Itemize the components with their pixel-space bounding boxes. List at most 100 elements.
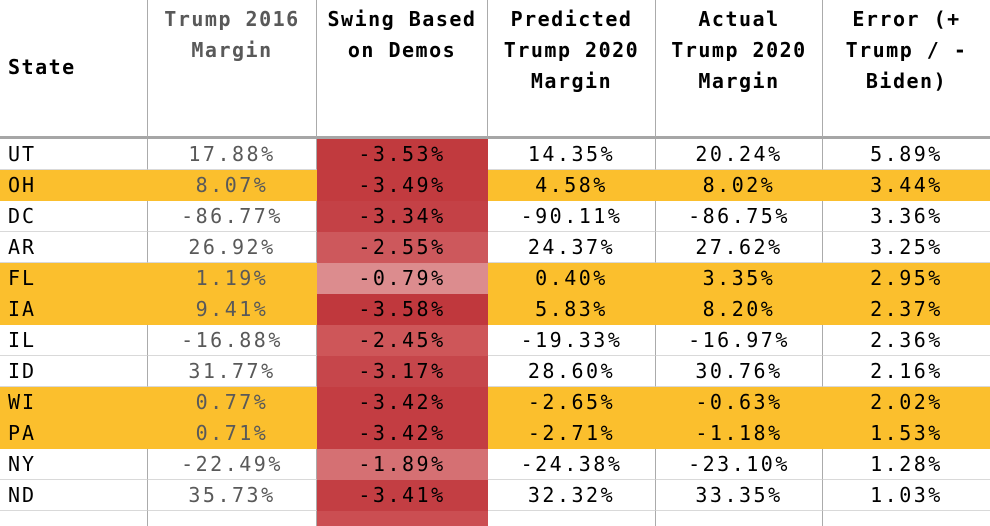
- cell-error: 5.89%: [823, 139, 990, 170]
- cell-predicted-trump-2020-margin: -24.38%: [488, 449, 656, 480]
- cell-error: 1.28%: [823, 449, 990, 480]
- partial-cell: [317, 511, 488, 526]
- partial-cell: [488, 511, 656, 526]
- cell-error: 3.44%: [823, 170, 990, 201]
- cell-swing-based-on-demos: -2.45%: [317, 325, 488, 356]
- partial-cell: [148, 511, 317, 526]
- table-row: OH 8.07% -3.49% 4.58% 8.02% 3.44%: [0, 170, 990, 201]
- cell-trump-2016-margin: 1.19%: [148, 263, 317, 294]
- cell-actual-trump-2020-margin: 3.35%: [656, 263, 823, 294]
- cell-trump-2016-margin: -86.77%: [148, 201, 317, 232]
- cell-trump-2016-margin: 26.92%: [148, 232, 317, 263]
- cell-predicted-trump-2020-margin: 32.32%: [488, 480, 656, 511]
- partial-row: [0, 511, 990, 526]
- cell-error: 2.16%: [823, 356, 990, 387]
- partial-cell: [0, 511, 148, 526]
- cell-trump-2016-margin: 8.07%: [148, 170, 317, 201]
- cell-error: 2.95%: [823, 263, 990, 294]
- cell-state: OH: [0, 170, 148, 201]
- cell-trump-2016-margin: 17.88%: [148, 139, 317, 170]
- partial-cell: [656, 511, 823, 526]
- cell-swing-based-on-demos: -1.89%: [317, 449, 488, 480]
- cell-predicted-trump-2020-margin: -2.71%: [488, 418, 656, 449]
- table-row: NY -22.49% -1.89% -24.38% -23.10% 1.28%: [0, 449, 990, 480]
- cell-state: UT: [0, 139, 148, 170]
- cell-state: NY: [0, 449, 148, 480]
- cell-trump-2016-margin: 31.77%: [148, 356, 317, 387]
- cell-swing-based-on-demos: -3.53%: [317, 139, 488, 170]
- cell-predicted-trump-2020-margin: -2.65%: [488, 387, 656, 418]
- table-row: IA 9.41% -3.58% 5.83% 8.20% 2.37%: [0, 294, 990, 325]
- cell-swing-based-on-demos: -3.17%: [317, 356, 488, 387]
- col-header-error: Error (+ Trump / - Biden): [823, 0, 990, 139]
- cell-swing-based-on-demos: -3.41%: [317, 480, 488, 511]
- cell-actual-trump-2020-margin: 27.62%: [656, 232, 823, 263]
- cell-state: FL: [0, 263, 148, 294]
- table-row: WI 0.77% -3.42% -2.65% -0.63% 2.02%: [0, 387, 990, 418]
- cell-state: ND: [0, 480, 148, 511]
- table-row: UT 17.88% -3.53% 14.35% 20.24% 5.89%: [0, 139, 990, 170]
- cell-predicted-trump-2020-margin: 4.58%: [488, 170, 656, 201]
- cell-actual-trump-2020-margin: 20.24%: [656, 139, 823, 170]
- col-header-state: State: [0, 0, 148, 139]
- cell-actual-trump-2020-margin: -0.63%: [656, 387, 823, 418]
- table-row: ID 31.77% -3.17% 28.60% 30.76% 2.16%: [0, 356, 990, 387]
- cell-actual-trump-2020-margin: -86.75%: [656, 201, 823, 232]
- cell-predicted-trump-2020-margin: 0.40%: [488, 263, 656, 294]
- cell-state: AR: [0, 232, 148, 263]
- table-header: State Trump 2016 Margin Swing Based on D…: [0, 0, 990, 139]
- cell-error: 3.36%: [823, 201, 990, 232]
- cell-trump-2016-margin: 9.41%: [148, 294, 317, 325]
- cell-error: 2.36%: [823, 325, 990, 356]
- table-row: FL 1.19% -0.79% 0.40% 3.35% 2.95%: [0, 263, 990, 294]
- partial-cell: [823, 511, 990, 526]
- cell-predicted-trump-2020-margin: 28.60%: [488, 356, 656, 387]
- cell-swing-based-on-demos: -2.55%: [317, 232, 488, 263]
- cell-error: 1.03%: [823, 480, 990, 511]
- table-row: ND 35.73% -3.41% 32.32% 33.35% 1.03%: [0, 480, 990, 511]
- col-header-trump-2016-margin: Trump 2016 Margin: [148, 0, 317, 139]
- cell-trump-2016-margin: 0.77%: [148, 387, 317, 418]
- cell-error: 1.53%: [823, 418, 990, 449]
- cell-error: 2.37%: [823, 294, 990, 325]
- cell-actual-trump-2020-margin: 30.76%: [656, 356, 823, 387]
- cell-state: WI: [0, 387, 148, 418]
- cell-actual-trump-2020-margin: 8.02%: [656, 170, 823, 201]
- cell-state: IL: [0, 325, 148, 356]
- table-row: PA 0.71% -3.42% -2.71% -1.18% 1.53%: [0, 418, 990, 449]
- cell-predicted-trump-2020-margin: -90.11%: [488, 201, 656, 232]
- cell-actual-trump-2020-margin: -23.10%: [656, 449, 823, 480]
- cell-trump-2016-margin: 0.71%: [148, 418, 317, 449]
- header-row: State Trump 2016 Margin Swing Based on D…: [0, 0, 990, 139]
- cell-swing-based-on-demos: -3.58%: [317, 294, 488, 325]
- cell-swing-based-on-demos: -3.34%: [317, 201, 488, 232]
- cell-swing-based-on-demos: -3.42%: [317, 418, 488, 449]
- table-body: UT 17.88% -3.53% 14.35% 20.24% 5.89% OH 8.07% -3…: [0, 139, 990, 526]
- cell-actual-trump-2020-margin: 33.35%: [656, 480, 823, 511]
- cell-swing-based-on-demos: -3.42%: [317, 387, 488, 418]
- cell-predicted-trump-2020-margin: 5.83%: [488, 294, 656, 325]
- cell-predicted-trump-2020-margin: -19.33%: [488, 325, 656, 356]
- cell-actual-trump-2020-margin: 8.20%: [656, 294, 823, 325]
- cell-actual-trump-2020-margin: -16.97%: [656, 325, 823, 356]
- table-row: AR 26.92% -2.55% 24.37% 27.62% 3.25%: [0, 232, 990, 263]
- cell-state: IA: [0, 294, 148, 325]
- cell-state: ID: [0, 356, 148, 387]
- cell-trump-2016-margin: -16.88%: [148, 325, 317, 356]
- cell-state: DC: [0, 201, 148, 232]
- cell-predicted-trump-2020-margin: 14.35%: [488, 139, 656, 170]
- col-header-predicted-trump-2020-margin: Predicted Trump 2020 Margin: [488, 0, 656, 139]
- table-row: DC -86.77% -3.34% -90.11% -86.75% 3.36%: [0, 201, 990, 232]
- cell-swing-based-on-demos: -3.49%: [317, 170, 488, 201]
- cell-state: PA: [0, 418, 148, 449]
- cell-predicted-trump-2020-margin: 24.37%: [488, 232, 656, 263]
- cell-trump-2016-margin: 35.73%: [148, 480, 317, 511]
- table-row: IL -16.88% -2.45% -19.33% -16.97% 2.36%: [0, 325, 990, 356]
- col-header-swing-based-on-demos: Swing Based on Demos: [317, 0, 488, 139]
- cell-error: 3.25%: [823, 232, 990, 263]
- col-header-actual-trump-2020-margin: Actual Trump 2020 Margin: [656, 0, 823, 139]
- cell-trump-2016-margin: -22.49%: [148, 449, 317, 480]
- cell-error: 2.02%: [823, 387, 990, 418]
